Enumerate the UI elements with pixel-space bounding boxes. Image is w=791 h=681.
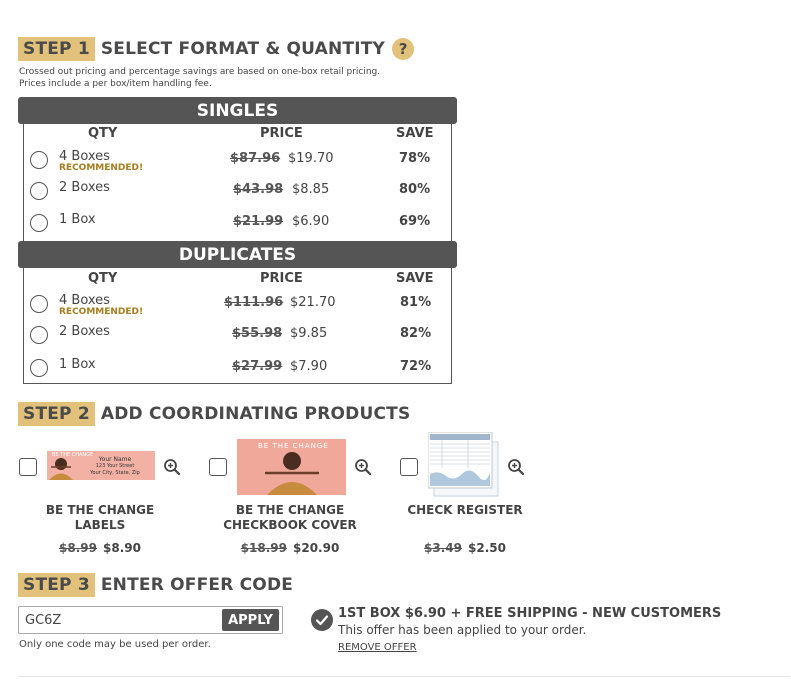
retail-price: $55.98 (232, 326, 283, 341)
duplicates-header: DUPLICATES (18, 241, 457, 268)
remove-offer-link[interactable]: REMOVE OFFER (338, 642, 417, 653)
check-register-thumbnail[interactable] (428, 432, 500, 498)
retail-price: $21.99 (233, 214, 284, 229)
checkbook-cover-thumbnail[interactable] (237, 439, 346, 495)
singles-save-header: SAVE (396, 126, 434, 141)
recommended-badge: RECOMMENDED! (59, 307, 144, 317)
offer-code-value[interactable]: GC6Z (25, 613, 62, 628)
labels-thumb-street: 123 Your Street (95, 463, 135, 469)
radio-button[interactable] (30, 214, 48, 232)
checkbook-cover-name-line2: CHECKBOOK COVER (223, 518, 357, 532)
retail-price: $87.96 (230, 151, 281, 166)
qty-label: 2 Boxes (59, 180, 110, 195)
retail-price: $43.98 (233, 182, 284, 197)
offer-code-help: Only one code may be used per order. (19, 639, 211, 650)
check-register-name-line1: CHECK REGISTER (407, 503, 523, 517)
pricing-note-line1: Crossed out pricing and percentage savin… (19, 67, 381, 77)
step2-header: STEP 2 ADD COORDINATING PRODUCTS (18, 402, 410, 426)
retail-price: $111.96 (224, 295, 284, 310)
save-percent: 72% (400, 359, 432, 374)
duplicates-qty-header: QTY (88, 271, 118, 286)
qty-label: 1 Box (59, 212, 96, 227)
offer-applied-text: This offer has been applied to your orde… (338, 623, 587, 637)
labels-name-line1: BE THE CHANGE (45, 503, 155, 517)
save-percent: 69% (399, 214, 431, 229)
retail-price: $27.99 (232, 359, 283, 374)
section-divider (18, 676, 790, 677)
check-register-new-price: $2.50 (468, 541, 506, 555)
labels-thumb-city: Your City, State, Zip (90, 470, 140, 476)
labels-thumbnail[interactable] (47, 451, 155, 480)
labels-old-price: $8.99 (59, 541, 97, 555)
labels-name-line2: LABELS (74, 518, 126, 532)
offer-title: 1ST BOX $6.90 + FREE SHIPPING - NEW CUST… (338, 606, 722, 621)
duplicates-save-header: SAVE (396, 271, 434, 286)
sale-price: $9.85 (290, 326, 328, 341)
labels-thumb-name: Your Name (98, 456, 132, 463)
zoom-in-icon[interactable] (354, 458, 372, 476)
step2-badge: STEP 2 (18, 402, 95, 426)
qty-label: 4 Boxes (59, 149, 110, 164)
apply-button[interactable]: APPLY (222, 609, 279, 631)
check-register-old-price: $3.49 (424, 541, 462, 555)
sale-price: $7.90 (290, 359, 328, 374)
zoom-in-icon[interactable] (163, 458, 181, 476)
qty-label: 1 Box (59, 357, 96, 372)
step3-title: ENTER OFFER CODE (100, 575, 294, 595)
singles-option-1[interactable]: 1 Box $21.99 $6.90 69% (30, 212, 440, 236)
checkbook-cover-new-price: $20.90 (293, 541, 340, 555)
step3-badge: STEP 3 (18, 573, 95, 597)
radio-button[interactable] (30, 326, 48, 344)
labels-name: BE THE CHANGE LABELS (30, 503, 170, 533)
step2-title: ADD COORDINATING PRODUCTS (100, 404, 411, 424)
labels-thumb-brand: BE THE CHANGE (52, 452, 94, 458)
labels-new-price: $8.90 (103, 541, 141, 555)
sale-price: $19.70 (288, 151, 334, 166)
singles-header: SINGLES (18, 97, 457, 124)
duplicates-option-4[interactable]: 4 Boxes RECOMMENDED! $111.96 $21.70 81% (30, 293, 440, 317)
labels-checkbox[interactable] (19, 458, 37, 476)
save-percent: 81% (400, 295, 432, 310)
checkbook-cover-old-price: $18.99 (240, 541, 287, 555)
duplicates-price-header: PRICE (260, 271, 303, 286)
qty-label: 4 Boxes (59, 293, 110, 308)
duplicates-option-1[interactable]: 1 Box $27.99 $7.90 72% (30, 357, 440, 381)
help-icon[interactable]: ? (392, 38, 415, 60)
check-register-price: $3.49 $2.50 (395, 541, 535, 555)
checkbook-cover-checkbox[interactable] (209, 458, 227, 476)
step1-title: SELECT FORMAT & QUANTITY (100, 39, 386, 59)
recommended-badge: RECOMMENDED! (59, 163, 144, 173)
save-percent: 78% (399, 151, 431, 166)
pricing-note-line2: Prices include a per box/item handling f… (19, 79, 212, 89)
singles-option-4[interactable]: 4 Boxes RECOMMENDED! $87.96 $19.70 78% (30, 149, 440, 173)
qty-label: 2 Boxes (59, 324, 110, 339)
step3-header: STEP 3 ENTER OFFER CODE (18, 573, 293, 597)
save-percent: 80% (399, 182, 431, 197)
checkbook-thumb-brand: BE THE CHANGE (258, 442, 329, 450)
sale-price: $21.70 (290, 295, 336, 310)
duplicates-option-2[interactable]: 2 Boxes $55.98 $9.85 82% (30, 324, 440, 348)
labels-price: $8.99 $8.90 (30, 541, 170, 555)
offer-code-field[interactable]: GC6Z APPLY (18, 606, 283, 634)
singles-price-header: PRICE (260, 126, 303, 141)
checkbook-cover-price: $18.99 $20.90 (220, 541, 360, 555)
radio-button[interactable] (30, 295, 48, 313)
pricing-note: Crossed out pricing and percentage savin… (19, 66, 380, 90)
check-register-checkbox[interactable] (400, 458, 418, 476)
checkbook-cover-name: BE THE CHANGE CHECKBOOK COVER (220, 503, 360, 533)
check-register-name: CHECK REGISTER (395, 503, 535, 518)
step1-header: STEP 1 SELECT FORMAT & QUANTITY ? (18, 37, 415, 61)
checkmark-icon (311, 609, 333, 631)
checkbook-cover-name-line1: BE THE CHANGE (235, 503, 345, 517)
radio-button[interactable] (30, 151, 48, 169)
zoom-in-icon[interactable] (507, 458, 525, 476)
save-percent: 82% (400, 326, 432, 341)
singles-qty-header: QTY (88, 126, 118, 141)
radio-button[interactable] (30, 359, 48, 377)
singles-option-2[interactable]: 2 Boxes $43.98 $8.85 80% (30, 180, 440, 204)
step1-badge: STEP 1 (18, 37, 95, 61)
radio-button[interactable] (30, 182, 48, 200)
sale-price: $6.90 (292, 214, 330, 229)
sale-price: $8.85 (292, 182, 330, 197)
